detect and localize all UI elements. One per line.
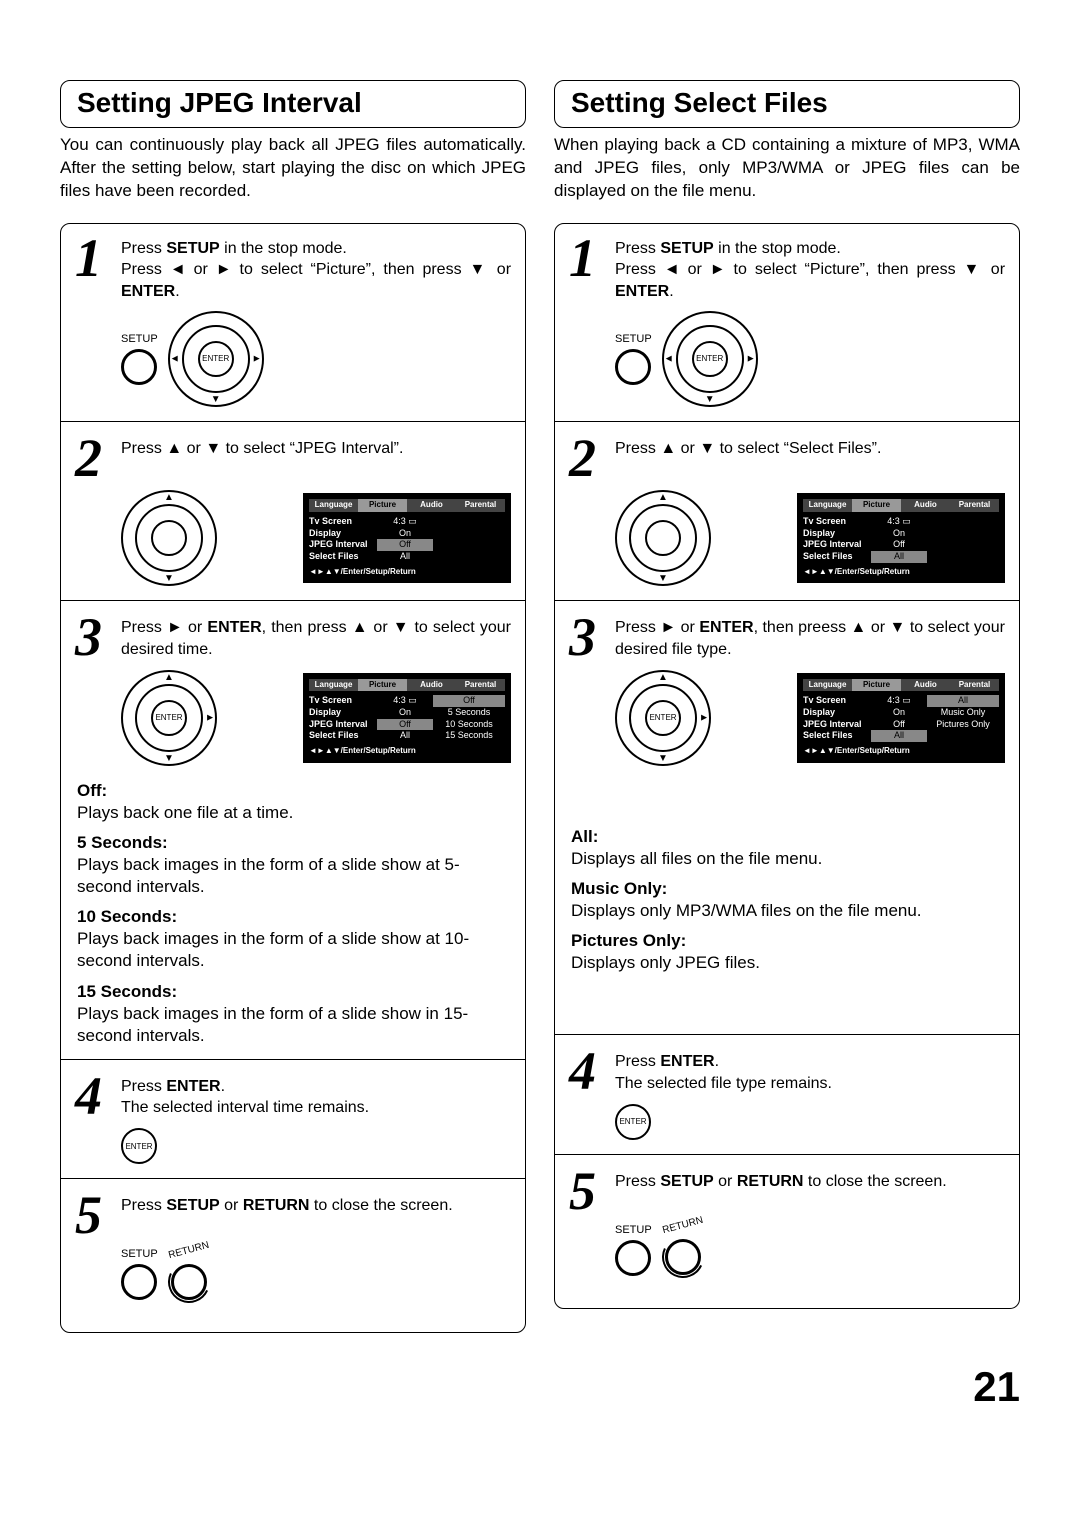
header-jpeg: Setting JPEG Interval <box>60 80 526 128</box>
setup-button-icon: SETUP <box>121 333 158 385</box>
setup-button-icon: SETUP <box>615 333 652 385</box>
step-5: 5 Press SETUP or RETURN to close the scr… <box>569 1167 1005 1216</box>
step-3: 3 Press ► or ENTER, then preess ▲ or ▼ t… <box>569 613 1005 662</box>
dpad-icon: ENTER ▲ ▼ ► <box>615 670 711 766</box>
title-select: Setting Select Files <box>571 87 1003 119</box>
dpad-icon: ENTER ◄ ► ▼ <box>662 311 758 407</box>
step4-graphic: ENTER <box>121 1128 511 1164</box>
title-jpeg: Setting JPEG Interval <box>77 87 509 119</box>
step-num: 1 <box>75 234 115 283</box>
col-jpeg-interval: Setting JPEG Interval You can continuous… <box>60 80 526 1333</box>
step2-graphic: ▲ ▼ LanguagePictureAudioParentalTv Scree… <box>121 490 511 586</box>
step5-graphic: SETUP RETURN <box>121 1248 511 1300</box>
dpad-icon: ▲ ▼ <box>121 490 217 586</box>
setup-button-icon: SETUP <box>121 1248 158 1300</box>
options-select: All:Displays all files on the file menu.… <box>569 826 1005 975</box>
step-1: 1 Press SETUP in the stop mode.Press ◄ o… <box>569 234 1005 303</box>
options-jpeg: Off:Plays back one file at a time.5 Seco… <box>75 780 511 1047</box>
dpad-icon: ENTER ▲ ▼ ► <box>121 670 217 766</box>
step3-graphic: ENTER ▲ ▼ ► LanguagePictureAudioParental… <box>121 670 511 766</box>
enter-button-icon: ENTER <box>615 1104 651 1140</box>
step-2: 2 Press ▲ or ▼ to select “JPEG Interval”… <box>75 434 511 483</box>
header-select: Setting Select Files <box>554 80 1020 128</box>
osd-step3: LanguagePictureAudioParentalTv Screen4:3… <box>797 673 1005 763</box>
osd-step3: LanguagePictureAudioParentalTv Screen4:3… <box>303 673 511 763</box>
step-5: 5 Press SETUP or RETURN to close the scr… <box>75 1191 511 1240</box>
osd-step2: LanguagePictureAudioParentalTv Screen4:3… <box>797 493 1005 583</box>
step-1: 1 Press SETUP in the stop mode.Press ◄ o… <box>75 234 511 303</box>
return-button-icon: RETURN <box>662 1224 704 1275</box>
steps-jpeg: 1 Press SETUP in the stop mode.Press ◄ o… <box>60 223 526 1333</box>
step-2: 2 Press ▲ or ▼ to select “Select Files”. <box>569 434 1005 483</box>
intro-select: When playing back a CD containing a mixt… <box>554 134 1020 203</box>
dpad-icon: ▲ ▼ <box>615 490 711 586</box>
step-4: 4 Press ENTER.The selected file type rem… <box>569 1047 1005 1096</box>
step-3: 3 Press ► or ENTER, then press ▲ or ▼ to… <box>75 613 511 662</box>
enter-button-icon: ENTER <box>121 1128 157 1164</box>
step-text: Press SETUP in the stop mode.Press ◄ or … <box>121 234 511 303</box>
col-select-files: Setting Select Files When playing back a… <box>554 80 1020 1333</box>
return-button-icon: RETURN <box>168 1249 210 1300</box>
osd-step2: LanguagePictureAudioParentalTv Screen4:3… <box>303 493 511 583</box>
dpad-icon: ENTER ◄ ► ▼ <box>168 311 264 407</box>
step1-graphic: SETUP ENTER ◄ ► ▼ <box>121 311 511 407</box>
intro-jpeg: You can continuously play back all JPEG … <box>60 134 526 203</box>
page-columns: Setting JPEG Interval You can continuous… <box>60 80 1020 1333</box>
steps-select: 1 Press SETUP in the stop mode.Press ◄ o… <box>554 223 1020 1309</box>
setup-button-icon: SETUP <box>615 1224 652 1276</box>
page-number: 21 <box>60 1363 1020 1411</box>
step-4: 4 Press ENTER.The selected interval time… <box>75 1072 511 1121</box>
